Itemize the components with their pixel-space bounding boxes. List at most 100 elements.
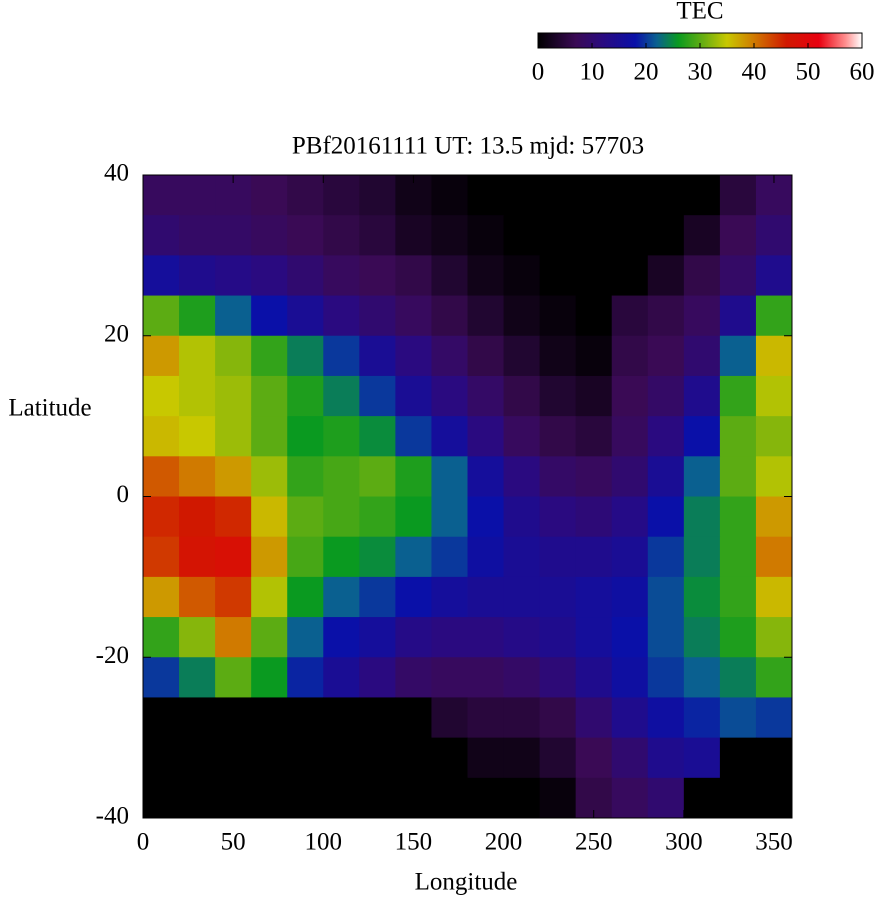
- heat-cell: [467, 375, 505, 417]
- heat-cell: [683, 335, 721, 377]
- heat-cell: [467, 295, 505, 337]
- heat-cell: [575, 335, 613, 377]
- heat-cell: [611, 375, 649, 417]
- heat-cell: [287, 255, 324, 297]
- heat-cell: [683, 617, 721, 658]
- heat-cell: [143, 617, 180, 658]
- heat-cell: [287, 576, 324, 618]
- heat-cell: [287, 617, 324, 658]
- heat-cell: [647, 375, 685, 417]
- heat-cell: [431, 335, 468, 377]
- heat-cell: [431, 416, 468, 457]
- heat-cell: [251, 375, 288, 417]
- heat-cell: [215, 456, 252, 497]
- heat-cell: [755, 255, 793, 297]
- heat-cell: [179, 416, 216, 457]
- heat-cell: [179, 697, 216, 739]
- heat-cell: [215, 576, 252, 618]
- heat-cell: [683, 697, 721, 739]
- heat-cell: [503, 777, 541, 819]
- heat-cell: [467, 416, 505, 457]
- heat-cell: [503, 255, 541, 297]
- heat-cell: [251, 416, 288, 457]
- y-tick-label: 40: [104, 160, 129, 187]
- x-tick-label: 300: [665, 829, 703, 856]
- heat-cell: [575, 617, 613, 658]
- heat-cell: [683, 175, 721, 216]
- heat-cell: [647, 536, 685, 578]
- heat-cell: [539, 295, 577, 337]
- heat-cell: [467, 215, 505, 256]
- x-tick-label: 150: [395, 829, 433, 856]
- heat-cell: [143, 215, 180, 256]
- heat-cell: [467, 657, 505, 698]
- heat-cell: [467, 536, 505, 578]
- x-tick-label: 350: [755, 829, 793, 856]
- heat-cell: [647, 456, 685, 497]
- heat-cell: [539, 536, 577, 578]
- heat-cell: [719, 576, 757, 618]
- heat-cell: [467, 697, 505, 739]
- colorbar-tick-label: 40: [742, 59, 767, 86]
- heat-cell: [395, 697, 432, 739]
- heat-cell: [215, 335, 252, 377]
- heat-cell: [755, 697, 793, 739]
- heat-cell: [251, 697, 288, 739]
- heat-cell: [575, 697, 613, 739]
- heat-cell: [719, 175, 757, 216]
- y-tick-label: 20: [104, 320, 129, 347]
- heat-cell: [719, 335, 757, 377]
- heat-cell: [683, 416, 721, 457]
- heat-cell: [719, 456, 757, 497]
- y-axis-label: Latitude: [8, 395, 91, 422]
- heat-cell: [467, 456, 505, 497]
- heat-cell: [251, 295, 288, 337]
- heat-cell: [287, 335, 324, 377]
- heat-cell: [395, 456, 432, 497]
- heat-cell: [467, 737, 505, 779]
- heat-cell: [575, 657, 613, 698]
- heat-cell: [395, 576, 432, 618]
- heat-cell: [431, 697, 468, 739]
- heat-cell: [503, 456, 541, 497]
- heat-cell: [755, 456, 793, 497]
- heat-cell: [683, 496, 721, 538]
- heat-cell: [719, 617, 757, 658]
- colorbar-title: TEC: [676, 0, 723, 25]
- heat-cell: [539, 255, 577, 297]
- heat-cell: [647, 576, 685, 618]
- heat-cell: [215, 416, 252, 457]
- colorbar-tick-label: 30: [688, 59, 713, 86]
- heat-cell: [431, 215, 468, 256]
- heat-cell: [431, 496, 468, 538]
- heat-cell: [503, 335, 541, 377]
- heat-cell: [611, 295, 649, 337]
- heat-cell: [179, 215, 216, 256]
- heat-cell: [395, 416, 432, 457]
- heat-cell: [647, 617, 685, 658]
- heat-cell: [683, 255, 721, 297]
- heat-cell: [251, 215, 288, 256]
- heat-cell: [611, 335, 649, 377]
- heat-cell: [287, 416, 324, 457]
- heat-cell: [755, 375, 793, 417]
- heat-cell: [683, 777, 721, 819]
- heat-cell: [323, 416, 360, 457]
- heat-cell: [431, 175, 468, 216]
- heat-cell: [323, 737, 360, 779]
- heat-cell: [719, 255, 757, 297]
- heat-cell: [611, 617, 649, 658]
- heat-cell: [503, 375, 541, 417]
- heat-cell: [359, 617, 396, 658]
- heat-cell: [503, 576, 541, 618]
- heat-cell: [287, 737, 324, 779]
- heat-cell: [755, 416, 793, 457]
- heat-cell: [503, 175, 541, 216]
- heat-cell: [467, 335, 505, 377]
- heat-cell: [251, 496, 288, 538]
- heat-cell: [539, 617, 577, 658]
- heat-cell: [575, 456, 613, 497]
- heat-cell: [179, 536, 216, 578]
- heat-cell: [431, 295, 468, 337]
- heat-cell: [287, 657, 324, 698]
